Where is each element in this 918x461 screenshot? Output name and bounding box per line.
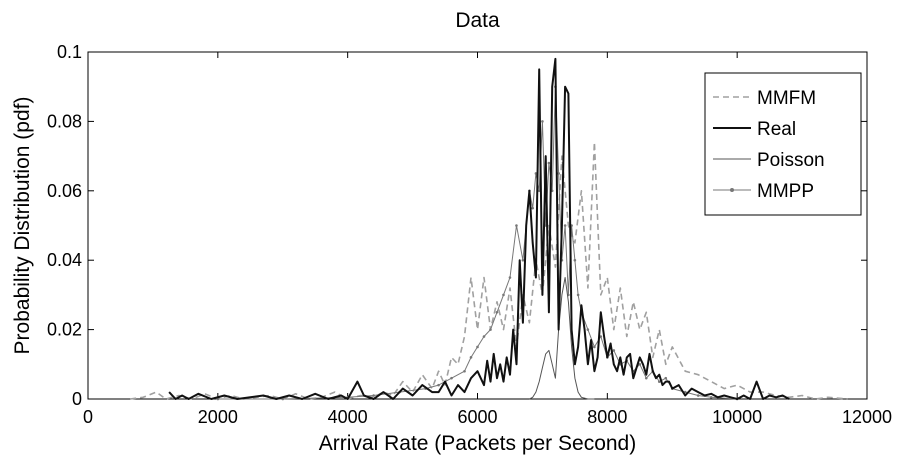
data-point-mmpp	[489, 328, 492, 331]
data-point-mmpp	[482, 335, 486, 338]
data-point-mmpp	[657, 380, 661, 383]
data-point-mmpp	[593, 345, 596, 349]
data-point-mmpp	[664, 376, 668, 380]
data-point-mmpp	[476, 345, 479, 349]
y-axis-label: Probability Distribution (pdf)	[11, 97, 34, 355]
data-point-mmpp	[495, 310, 499, 314]
y-tick-label: 0.08	[47, 111, 82, 131]
data-point-mmpp	[450, 376, 453, 380]
x-tick-label: 12000	[842, 407, 892, 427]
x-axis-label: Arrival Rate (Packets per Second)	[319, 432, 636, 455]
legend-item-poisson: Poisson	[713, 150, 825, 171]
y-tick-label: 0.04	[47, 250, 82, 270]
data-point-mmpp	[521, 258, 525, 262]
data-point-mmpp	[557, 172, 560, 175]
data-point-mmpp	[541, 120, 544, 123]
series-mmfm	[130, 141, 848, 400]
data-point-mmpp	[372, 394, 375, 397]
x-tick-label: 2000	[198, 407, 238, 427]
y-tick-label: 0.06	[47, 181, 82, 201]
data-point-mmpp	[469, 356, 473, 359]
x-tick-label: 0	[83, 407, 93, 427]
data-point-mmpp	[508, 276, 512, 279]
data-point-mmpp	[463, 369, 466, 373]
y-tick-label: 0.02	[47, 320, 82, 340]
chart-title: Data	[455, 9, 500, 32]
x-tick-label: 8000	[587, 407, 627, 427]
x-tick-label: 10000	[712, 407, 762, 427]
series-line-mmpp	[217, 86, 738, 400]
legend-label: MMPP	[757, 181, 814, 202]
legend-marker	[730, 188, 734, 192]
y-tick-label: 0.1	[57, 42, 82, 62]
data-point-mmpp	[563, 224, 567, 227]
legend-label: Poisson	[757, 150, 825, 171]
data-point-mmpp	[437, 383, 440, 387]
series-real	[168, 57, 790, 400]
x-tick-label: 4000	[328, 407, 368, 427]
legend-item-mmpp: MMPP	[713, 181, 814, 202]
series-layer	[130, 57, 848, 401]
axis-ticks: 0 2000 4000 6000 8000 10000 12000 0 0.02 0.04 0.06…	[47, 42, 892, 427]
series-mmpp	[216, 85, 739, 401]
series-line-real	[168, 57, 790, 400]
data-point-mmpp	[515, 224, 518, 227]
data-point-mmpp	[586, 328, 590, 331]
legend-label: MMFM	[757, 88, 816, 109]
data-point-mmpp	[644, 376, 648, 380]
data-point-mmpp	[709, 395, 713, 399]
data-point-mmpp	[537, 189, 541, 193]
legend-item-real: Real	[713, 119, 796, 140]
data-point-mmpp	[638, 363, 642, 366]
data-point-mmpp	[531, 206, 534, 210]
data-point-mmpp	[573, 258, 577, 262]
y-tick-label: 0	[72, 389, 82, 409]
data-point-mmpp	[696, 394, 700, 397]
data-point-mmpp	[576, 293, 580, 297]
legend-label: Real	[757, 119, 796, 140]
data-point-mmpp	[599, 335, 603, 338]
legend: MMFM Real Poisson MMPP	[704, 72, 862, 216]
data-point-mmpp	[502, 293, 505, 297]
data-point-mmpp	[547, 161, 551, 165]
data-point-mmpp	[612, 349, 616, 352]
legend-item-mmfm: MMFM	[713, 88, 816, 109]
series-line-mmfm	[130, 141, 848, 400]
x-tick-label: 6000	[457, 407, 497, 427]
